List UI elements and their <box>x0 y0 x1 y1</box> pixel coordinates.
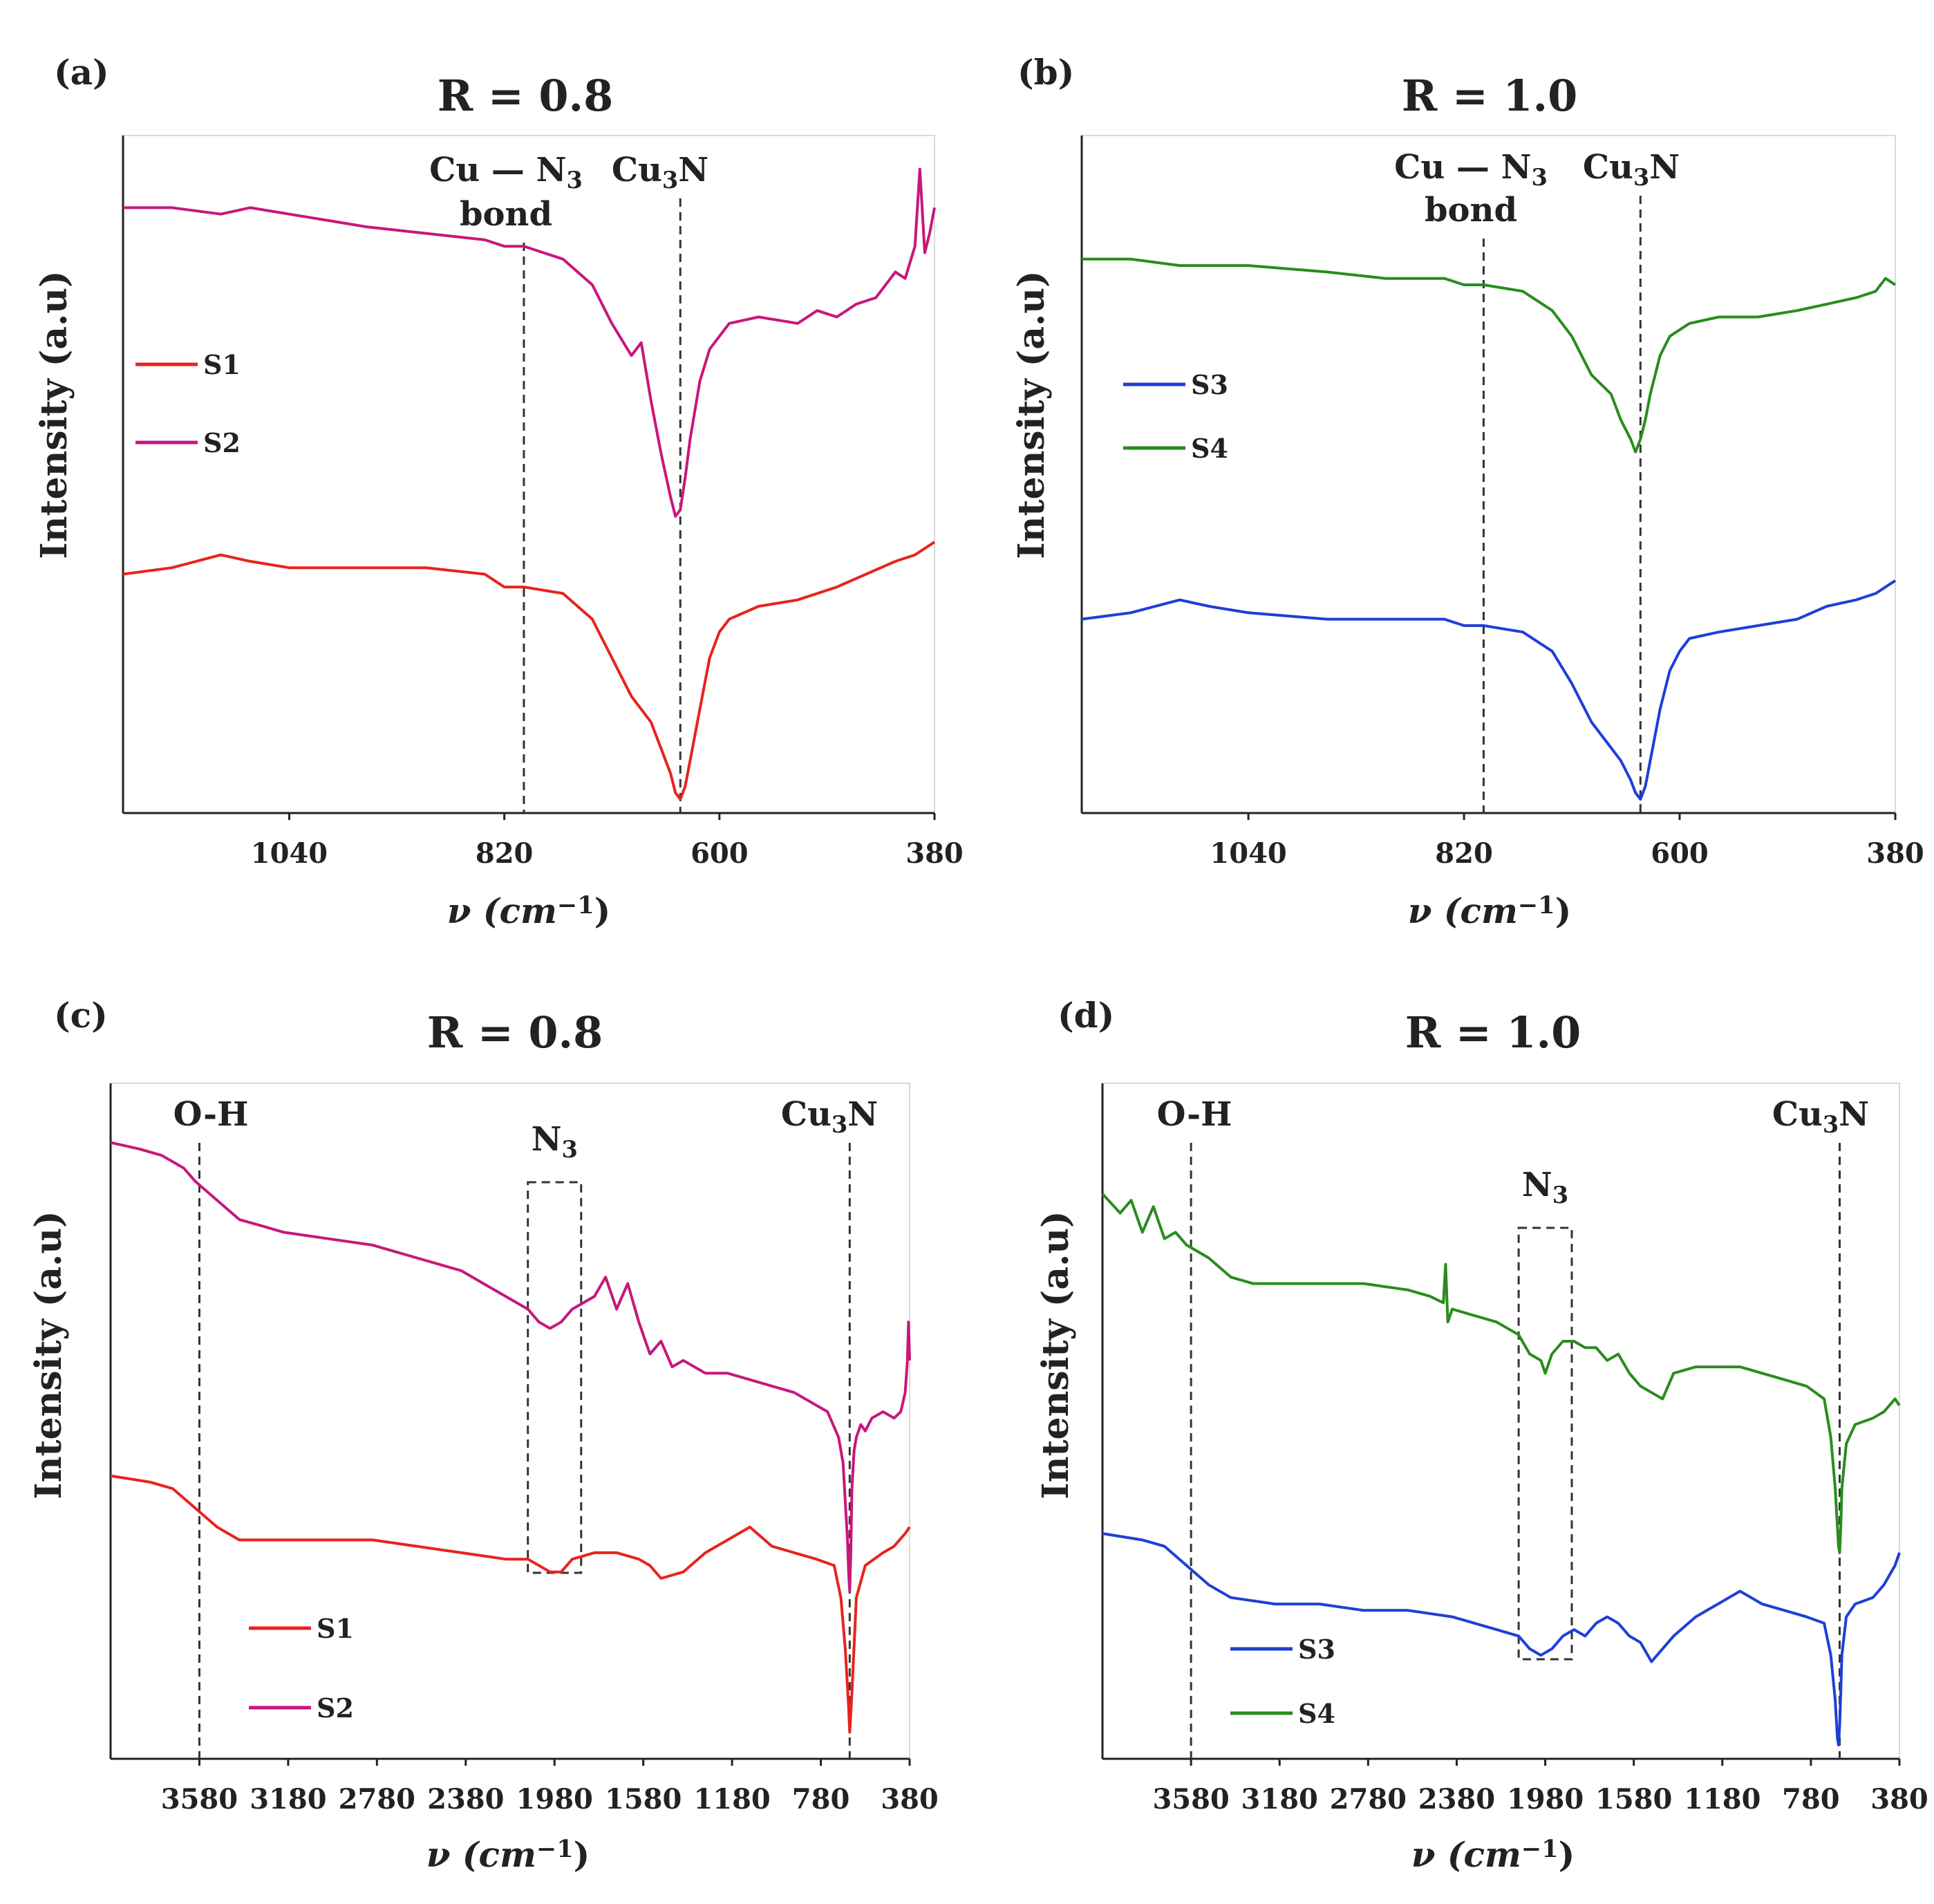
x-tick-label: 1980 <box>1507 1783 1584 1816</box>
x-axis-label: ν (cm−1) <box>1408 890 1571 931</box>
y-axis-label: Intensity (a.u) <box>33 270 75 559</box>
x-tick-label: 380 <box>881 1783 939 1816</box>
series-line-s1 <box>110 1474 911 1734</box>
annotation-box <box>1517 1226 1573 1661</box>
annotation-label: Cu3N <box>1772 1095 1869 1138</box>
x-tick-label: 380 <box>1870 1783 1928 1816</box>
x-tick-label: 1040 <box>251 837 328 870</box>
legend-label: S1 <box>317 1613 354 1644</box>
x-tick-label: 2780 <box>1330 1783 1407 1816</box>
annotation-label: N3 <box>532 1120 578 1163</box>
plot-frame <box>122 135 935 814</box>
x-tick-label: 2380 <box>427 1783 504 1816</box>
annotation-label: bond <box>460 195 552 234</box>
plot-frame <box>1081 135 1896 814</box>
x-tick-label: 3580 <box>1152 1783 1229 1816</box>
y-axis-label: Intensity (a.u) <box>1011 270 1053 559</box>
series-line-s2 <box>123 167 936 518</box>
x-tick-label: 2380 <box>1418 1783 1495 1816</box>
annotation-label: O-H <box>1157 1095 1232 1134</box>
chart-panel-a: (a) R = 0.8 Intensity (a.u) ν (cm−1) 1040 820… <box>33 52 964 931</box>
x-tick-label: 2780 <box>339 1783 415 1816</box>
annotation-label: Cu3N <box>781 1095 878 1138</box>
x-axis-label: ν (cm−1) <box>447 890 610 931</box>
x-tick-label: 1580 <box>1595 1783 1672 1816</box>
annotation-label: Cu3N <box>612 151 708 194</box>
x-tick-label: 600 <box>691 837 749 870</box>
x-tick-label: 780 <box>792 1783 850 1816</box>
annotation-label: Cu — N3 <box>1394 148 1548 191</box>
chart-panel-b: (b) R = 1.0 Intensity (a.u) ν (cm−1) 1040 820… <box>1011 52 1924 931</box>
x-tick-label: 1580 <box>605 1783 682 1816</box>
series-line-s3 <box>1102 1532 1901 1746</box>
legend-label: S3 <box>1191 369 1228 400</box>
panel-title: R = 1.0 <box>1402 71 1578 121</box>
chart-panel-c: (c) R = 0.8 Intensity (a.u) ν (cm−1) 3580 318… <box>28 995 939 1875</box>
panel-title: R = 0.8 <box>427 1007 603 1058</box>
legend-label: S2 <box>203 427 241 458</box>
series-line-s4 <box>1082 257 1897 454</box>
plot-frame <box>110 1083 910 1760</box>
x-tick-label: 780 <box>1782 1783 1840 1816</box>
x-tick-label: 380 <box>905 837 964 870</box>
panel-letter: (a) <box>54 52 109 93</box>
x-axis-label: ν (cm−1) <box>1411 1834 1575 1875</box>
annotation-label: N3 <box>1522 1166 1568 1208</box>
x-tick-label: 380 <box>1866 837 1924 870</box>
x-tick-label: 820 <box>476 837 534 870</box>
x-tick-label: 3580 <box>161 1783 238 1816</box>
annotation-label: Cu3N <box>1583 148 1680 191</box>
series-line-s1 <box>122 541 936 801</box>
x-tick-label: 600 <box>1651 837 1709 870</box>
y-axis-label: Intensity (a.u) <box>1035 1211 1077 1499</box>
panel-title: R = 1.0 <box>1405 1007 1581 1058</box>
panel-letter: (c) <box>54 995 108 1036</box>
legend-label: S4 <box>1191 433 1228 464</box>
x-tick-label: 1040 <box>1210 837 1286 870</box>
panel-letter: (d) <box>1058 995 1114 1036</box>
y-axis-label: Intensity (a.u) <box>28 1211 70 1499</box>
annotation-box <box>527 1181 583 1574</box>
x-tick-label: 3180 <box>1241 1783 1318 1816</box>
annotation-label: bond <box>1425 191 1517 230</box>
x-tick-label: 820 <box>1435 837 1493 870</box>
series-line-s4 <box>1101 1193 1901 1554</box>
legend-label: S3 <box>1298 1634 1335 1665</box>
plot-frame <box>1102 1083 1900 1760</box>
x-tick-label: 1180 <box>1684 1783 1761 1816</box>
x-axis-label: ν (cm−1) <box>426 1834 590 1875</box>
x-tick-label: 3180 <box>250 1783 326 1816</box>
panel-title: R = 0.8 <box>438 71 614 121</box>
x-tick-label: 1180 <box>693 1783 770 1816</box>
annotation-label: O-H <box>173 1095 249 1134</box>
series-line-s3 <box>1081 579 1897 801</box>
legend-label: S1 <box>203 349 241 380</box>
legend-label: S4 <box>1298 1698 1335 1729</box>
annotation-label: Cu — N3 <box>429 151 583 194</box>
series-line-s2 <box>110 1141 911 1593</box>
chart-panel-d: (d) R = 1.0 Intensity (a.u) ν (cm−1) 3580 318… <box>1035 995 1928 1875</box>
legend-label: S2 <box>317 1692 354 1724</box>
panel-letter: (b) <box>1017 52 1074 93</box>
x-tick-label: 1980 <box>516 1783 593 1816</box>
